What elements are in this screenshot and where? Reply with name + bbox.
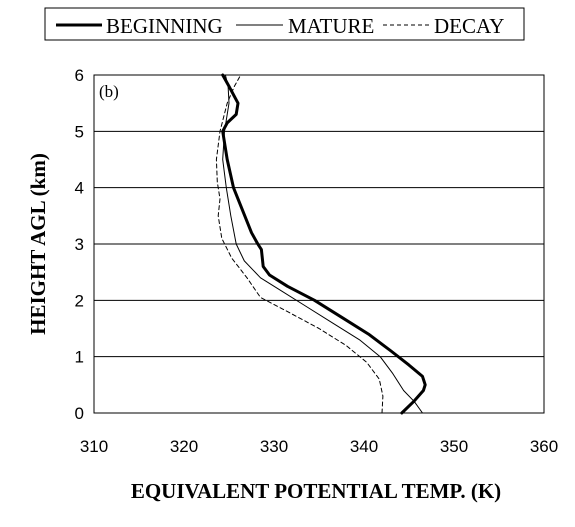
y-tick-label: 0	[75, 404, 84, 423]
legend-label-mature: MATURE	[288, 14, 374, 38]
x-axis-label: EQUIVALENT POTENTIAL TEMP. (K)	[131, 479, 501, 503]
legend-label-decay: DECAY	[434, 14, 504, 38]
y-tick-label: 2	[75, 291, 84, 310]
x-tick-label: 360	[530, 437, 558, 456]
y-tick-label: 4	[75, 179, 84, 198]
x-tick-label: 330	[260, 437, 288, 456]
x-tick-labels: 310 320 330 340 350 360	[80, 437, 558, 456]
y-tick-label: 6	[75, 66, 84, 85]
x-tick-label: 320	[170, 437, 198, 456]
legend-box	[44, 7, 525, 41]
y-tick-label: 3	[75, 235, 84, 254]
x-tick-label: 310	[80, 437, 108, 456]
series-line-decay	[215, 74, 384, 414]
gridlines	[94, 130, 544, 358]
y-tick-label: 5	[75, 122, 84, 141]
x-tick-label: 350	[440, 437, 468, 456]
y-tick-label: 1	[75, 348, 84, 367]
series-lines	[215, 73, 427, 415]
panel-label: (b)	[99, 82, 119, 101]
legend-label-beginning: BEGINNING	[106, 14, 223, 38]
y-tick-labels: 0 1 2 3 4 5 6	[75, 66, 84, 423]
y-axis-label: HEIGHT AGL (km)	[26, 153, 50, 335]
series-line-mature	[222, 74, 423, 414]
series-line-beginning	[221, 73, 427, 415]
legend: BEGINNING MATURE DECAY	[44, 7, 525, 41]
x-tick-label: 340	[350, 437, 378, 456]
